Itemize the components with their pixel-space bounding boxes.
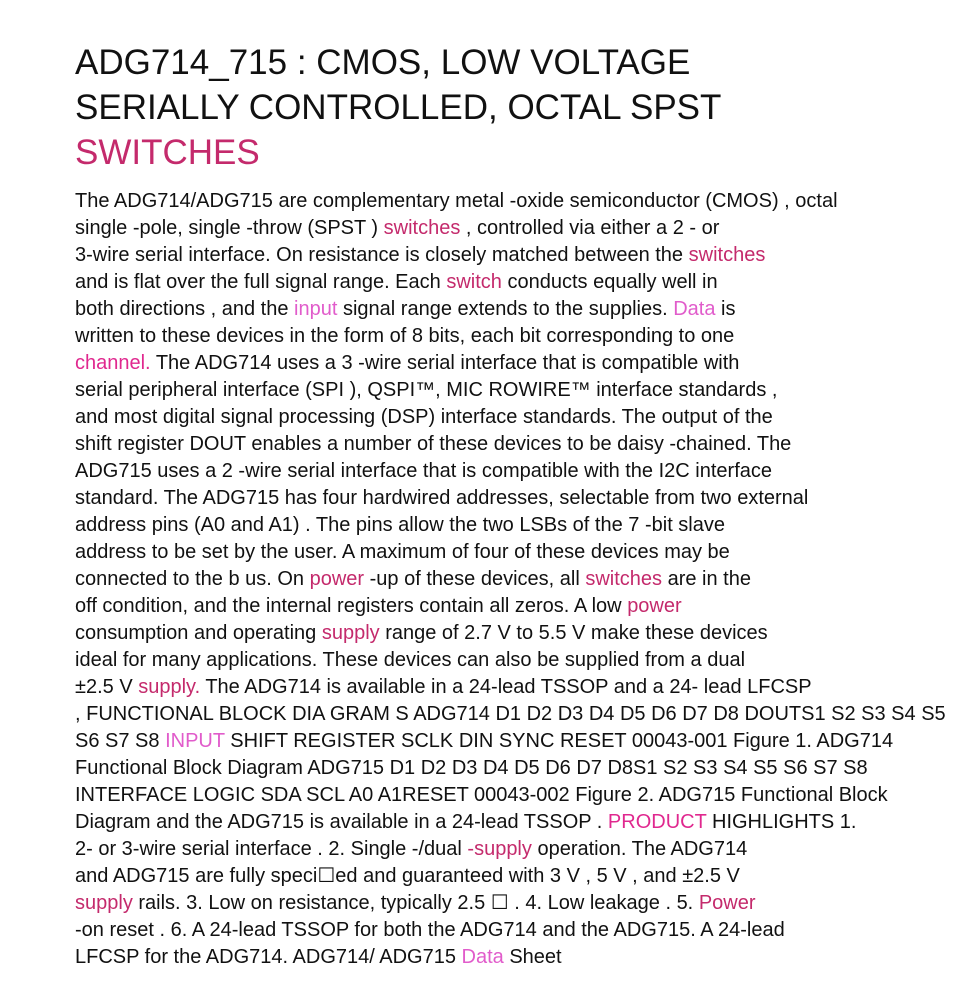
body-text-segment: serial peripheral interface (SPI ), QSPI… bbox=[75, 379, 778, 401]
body-text-segment: written to these devices in the form of … bbox=[75, 325, 735, 347]
body-text-segment: The ADG714 uses a 3 -wire serial interfa… bbox=[150, 352, 740, 374]
body-line: S6 S7 S8 INPUT SHIFT REGISTER SCLK DIN S… bbox=[75, 728, 960, 755]
body-text-segment: range of 2.7 V to 5.5 V make these devic… bbox=[379, 622, 768, 644]
body-text-segment: standard. The ADG715 has four hardwired … bbox=[75, 487, 809, 509]
body-text-segment: ADG715 uses a 2 -wire serial interface t… bbox=[75, 460, 772, 482]
body-line: Functional Block Diagram ADG715 D1 D2 D3… bbox=[75, 755, 960, 782]
body-text-segment: 3-wire serial interface. On resistance i… bbox=[75, 244, 689, 266]
body-text-segment: LFCSP for the ADG714. ADG714/ ADG715 bbox=[75, 946, 462, 968]
body-line: , FUNCTIONAL BLOCK DIA GRAM S ADG714 D1 … bbox=[75, 701, 960, 728]
highlighted-term: switches bbox=[383, 217, 461, 239]
highlighted-term: supply bbox=[321, 622, 380, 644]
body-line: -on reset . 6. A 24-lead TSSOP for both … bbox=[75, 917, 960, 944]
body-line: The ADG714/ADG715 are complementary meta… bbox=[75, 188, 960, 215]
body-line: and is flat over the full signal range. … bbox=[75, 269, 960, 296]
highlighted-term: -supply bbox=[467, 838, 532, 860]
body-line: ADG715 uses a 2 -wire serial interface t… bbox=[75, 458, 960, 485]
highlighted-term: power bbox=[309, 568, 365, 590]
document-body: The ADG714/ADG715 are complementary meta… bbox=[75, 188, 960, 971]
body-line: and ADG715 are fully speci☐ed and guaran… bbox=[75, 863, 960, 890]
body-text-segment: INTERFACE LOGIC SDA SCL A0 A1RESET 00043… bbox=[75, 784, 888, 806]
body-text-segment: and most digital signal processing (DSP)… bbox=[75, 406, 773, 428]
highlighted-term: switches bbox=[688, 244, 766, 266]
title-line: ADG714_715 : CMOS, LOW VOLTAGE bbox=[75, 43, 691, 82]
body-text-segment: 2- or 3-wire serial interface . 2. Singl… bbox=[75, 838, 468, 860]
body-line: ideal for many applications. These devic… bbox=[75, 647, 960, 674]
body-text-segment: address pins (A0 and A1) . The pins allo… bbox=[75, 514, 725, 536]
body-text-segment: Sheet bbox=[503, 946, 562, 968]
body-text-segment: are in the bbox=[662, 568, 751, 590]
highlighted-term: Data bbox=[461, 946, 504, 968]
title-line: SERIALLY CONTROLLED, OCTAL SPST bbox=[75, 88, 722, 127]
body-line: both directions , and the input signal r… bbox=[75, 296, 960, 323]
body-line: 2- or 3-wire serial interface . 2. Singl… bbox=[75, 836, 960, 863]
highlighted-term: Power bbox=[698, 892, 756, 914]
highlighted-term: INPUT bbox=[165, 730, 225, 752]
highlighted-term: switches bbox=[585, 568, 663, 590]
body-text-segment: S6 S7 S8 bbox=[75, 730, 166, 752]
highlighted-term: power bbox=[627, 595, 682, 617]
body-line: and most digital signal processing (DSP)… bbox=[75, 404, 960, 431]
body-line: address pins (A0 and A1) . The pins allo… bbox=[75, 512, 960, 539]
body-line: shift register DOUT enables a number of … bbox=[75, 431, 960, 458]
body-line: channel. The ADG714 uses a 3 -wire seria… bbox=[75, 350, 960, 377]
highlighted-term: switch bbox=[446, 271, 502, 293]
body-text-segment: -on reset . 6. A 24-lead TSSOP for both … bbox=[75, 919, 785, 941]
body-text-segment: off condition, and the internal register… bbox=[75, 595, 628, 617]
body-text-segment: The ADG714 is available in a 24-lead TSS… bbox=[200, 676, 812, 698]
body-text-segment: both directions , and the bbox=[75, 298, 295, 320]
body-text-segment: ideal for many applications. These devic… bbox=[75, 649, 746, 671]
highlighted-term: supply bbox=[75, 892, 133, 914]
body-text-segment: address to be set by the user. A maximum… bbox=[75, 541, 730, 563]
highlighted-term: Data bbox=[673, 298, 716, 320]
body-line: INTERFACE LOGIC SDA SCL A0 A1RESET 00043… bbox=[75, 782, 960, 809]
body-text-segment: rails. 3. Low on resistance, typically 2… bbox=[132, 892, 699, 914]
body-text-segment: , FUNCTIONAL BLOCK DIA GRAM S ADG714 D1 … bbox=[75, 703, 946, 725]
body-text-segment: , controlled via either a 2 - or bbox=[460, 217, 720, 239]
body-line: single -pole, single -throw (SPST ) swit… bbox=[75, 215, 960, 242]
body-text-segment: Diagram and the ADG715 is available in a… bbox=[75, 811, 608, 833]
body-line: written to these devices in the form of … bbox=[75, 323, 960, 350]
body-line: Diagram and the ADG715 is available in a… bbox=[75, 809, 960, 836]
body-text-segment: shift register DOUT enables a number of … bbox=[75, 433, 792, 455]
highlighted-term: supply. bbox=[138, 676, 201, 698]
body-text-segment: SHIFT REGISTER SCLK DIN SYNC RESET 00043… bbox=[224, 730, 894, 752]
body-line: address to be set by the user. A maximum… bbox=[75, 539, 960, 566]
body-line: off condition, and the internal register… bbox=[75, 593, 960, 620]
body-line: 3-wire serial interface. On resistance i… bbox=[75, 242, 960, 269]
highlighted-term: input bbox=[294, 298, 338, 320]
body-text-segment: single -pole, single -throw (SPST ) bbox=[75, 217, 384, 239]
body-text-segment: -up of these devices, all bbox=[364, 568, 586, 590]
body-line: serial peripheral interface (SPI ), QSPI… bbox=[75, 377, 960, 404]
body-text-segment: is bbox=[715, 298, 736, 320]
body-text-segment: and is flat over the full signal range. … bbox=[75, 271, 447, 293]
body-line: consumption and operating supply range o… bbox=[75, 620, 960, 647]
body-text-segment: The ADG714/ADG715 are complementary meta… bbox=[75, 190, 838, 212]
body-text-segment: consumption and operating bbox=[75, 622, 322, 644]
body-line: standard. The ADG715 has four hardwired … bbox=[75, 485, 960, 512]
highlighted-term: channel. bbox=[75, 352, 151, 374]
body-line: connected to the b us. On power -up of t… bbox=[75, 566, 960, 593]
highlighted-term: PRODUCT bbox=[607, 811, 707, 833]
body-line: ±2.5 V supply. The ADG714 is available i… bbox=[75, 674, 960, 701]
body-text-segment: connected to the b us. On bbox=[75, 568, 310, 590]
body-text-segment: and ADG715 are fully speci☐ed and guaran… bbox=[75, 865, 740, 887]
body-text-segment: signal range extends to the supplies. bbox=[337, 298, 674, 320]
body-text-segment: operation. The ADG714 bbox=[531, 838, 748, 860]
body-line: LFCSP for the ADG714. ADG714/ ADG715 Dat… bbox=[75, 944, 960, 971]
body-line: supply rails. 3. Low on resistance, typi… bbox=[75, 890, 960, 917]
document-title: ADG714_715 : CMOS, LOW VOLTAGE SERIALLY … bbox=[75, 40, 721, 175]
body-text-segment: HIGHLIGHTS 1. bbox=[706, 811, 857, 833]
body-text-segment: Functional Block Diagram ADG715 D1 D2 D3… bbox=[75, 757, 868, 779]
body-text-segment: ±2.5 V bbox=[75, 676, 139, 698]
body-text-segment: conducts equally well in bbox=[501, 271, 718, 293]
title-accent-word: SWITCHES bbox=[75, 133, 260, 172]
